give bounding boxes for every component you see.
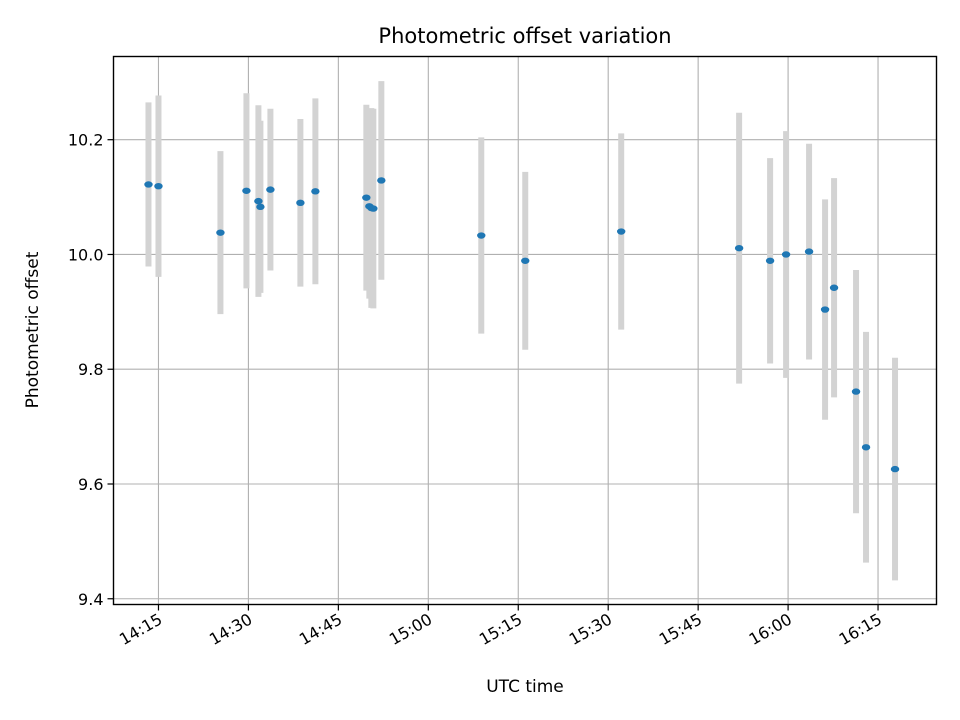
data-point bbox=[804, 248, 814, 255]
data-point bbox=[216, 229, 225, 236]
chart-title: Photometric offset variation bbox=[378, 24, 671, 48]
y-tick-label: 10.2 bbox=[68, 131, 104, 150]
y-axis-label: Photometric offset bbox=[23, 251, 43, 408]
data-point bbox=[154, 182, 163, 190]
data-point bbox=[890, 465, 900, 473]
data-point bbox=[829, 284, 839, 291]
point-layer bbox=[144, 177, 900, 473]
data-point bbox=[144, 181, 153, 188]
data-point bbox=[521, 257, 530, 264]
y-tick-label: 10.0 bbox=[68, 245, 104, 264]
data-point bbox=[369, 205, 378, 212]
data-point bbox=[734, 244, 744, 252]
data-point bbox=[254, 197, 263, 205]
data-point bbox=[362, 194, 371, 201]
data-point bbox=[266, 186, 275, 193]
data-point bbox=[765, 257, 775, 264]
data-point bbox=[311, 188, 320, 195]
data-point bbox=[861, 444, 871, 451]
y-tick-label: 9.4 bbox=[78, 590, 103, 609]
data-point bbox=[851, 388, 861, 395]
data-point bbox=[781, 251, 791, 258]
data-point bbox=[820, 306, 830, 313]
y-tick-label: 9.6 bbox=[78, 475, 103, 494]
data-point bbox=[242, 187, 251, 194]
data-point bbox=[256, 203, 265, 211]
data-point bbox=[477, 232, 486, 239]
data-point bbox=[377, 177, 386, 184]
data-point bbox=[296, 199, 305, 207]
x-axis-label: UTC time bbox=[486, 677, 564, 697]
data-point bbox=[616, 228, 626, 235]
plot-frame bbox=[112, 55, 938, 606]
y-tick-label: 9.8 bbox=[78, 360, 103, 379]
